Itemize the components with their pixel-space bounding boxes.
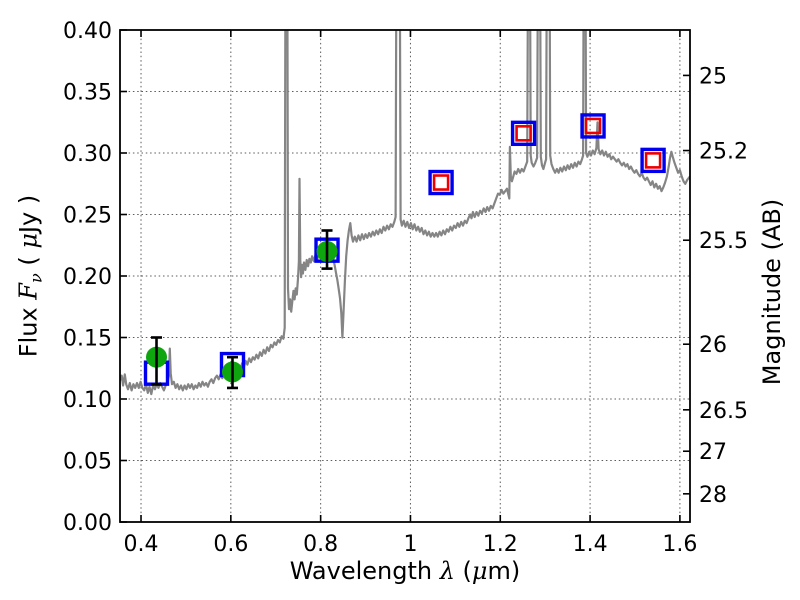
x-tick-label: 0.6 — [213, 532, 248, 557]
flux-mu-symbol: μ — [14, 233, 43, 249]
spectrum-line — [120, 30, 690, 396]
y-tick-label: 0.25 — [63, 204, 112, 229]
y-tick-label: 0.20 — [63, 265, 112, 290]
magnitude-tick-label: 28 — [699, 483, 727, 508]
magnitude-tick-label: 25.2 — [699, 140, 748, 165]
flux-title-text: Flux — [14, 299, 43, 358]
flux-F-symbol: F — [14, 283, 43, 300]
y-tick-label: 0.30 — [63, 142, 112, 167]
magnitude-tick-label: 26.5 — [699, 399, 748, 424]
blue-square-marker — [428, 169, 454, 196]
y-tick-label: 0.40 — [63, 19, 112, 44]
x-tick-label: 0.8 — [303, 532, 338, 557]
y-tick-label: 0.10 — [63, 388, 112, 413]
y-tick-label: 0.35 — [63, 81, 112, 106]
flux-unit-paren: ( — [14, 248, 43, 274]
red-square-marker — [515, 125, 532, 142]
red-square-marker — [584, 117, 602, 135]
x-tick-label: 0.4 — [124, 532, 159, 557]
x-tick-label: 1.4 — [573, 532, 608, 557]
blue-square-marker — [580, 113, 606, 139]
right-axis-title: Magnitude (AB) — [758, 198, 786, 386]
mu-symbol: μ — [471, 557, 488, 585]
red-square-marker — [432, 174, 450, 191]
y-tick-label: 0.00 — [63, 511, 112, 536]
y-tick-label: 0.15 — [63, 327, 112, 352]
x-title-unit: m) — [487, 557, 521, 585]
x-title-text: Wavelength — [289, 557, 440, 585]
nu-subscript: ν — [26, 273, 46, 284]
x-tick-label: 1.6 — [662, 532, 697, 557]
flux-unit-text: Jy ) — [14, 194, 43, 234]
blue-square-marker — [640, 147, 666, 174]
red-square-marker — [644, 152, 662, 169]
blue-square-marker — [510, 120, 537, 147]
magnitude-tick-label: 27 — [699, 440, 727, 465]
lambda-symbol: λ — [439, 557, 455, 585]
magnitude-tick-label: 25.5 — [699, 229, 748, 254]
magnitude-tick-label: 26 — [699, 333, 727, 358]
x-title-paren: ( — [454, 557, 472, 585]
magnitude-tick-label: 25 — [699, 64, 727, 89]
x-axis-title: Wavelength λ (μm) — [290, 557, 521, 585]
x-tick-label: 1.2 — [483, 532, 518, 557]
left-axis-title: Flux Fν ( μJy ) — [15, 195, 46, 357]
x-tick-label: 1 — [403, 532, 417, 557]
y-tick-label: 0.05 — [63, 450, 112, 475]
